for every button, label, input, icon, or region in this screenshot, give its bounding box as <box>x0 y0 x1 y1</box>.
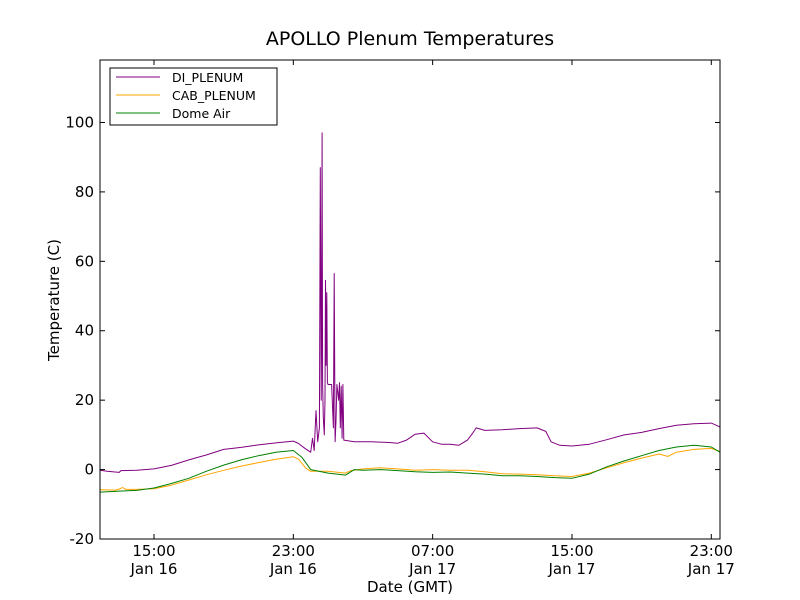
series-line-2 <box>99 444 721 493</box>
y-tick-label: 0 <box>84 461 94 479</box>
x-axis-title: Date (GMT) <box>367 578 453 596</box>
y-tick-label: 80 <box>75 183 94 201</box>
legend-label-2: Dome Air <box>172 106 231 121</box>
legend-label-1: CAB_PLENUM <box>172 88 256 103</box>
legend-label-0: DI_PLENUM <box>172 70 243 85</box>
y-tick-label: 60 <box>75 252 94 270</box>
series-line-0 <box>99 132 721 473</box>
y-axis-title: Temperature (C) <box>45 239 63 362</box>
y-tick-label: -20 <box>70 530 95 548</box>
x-tick-time: 23:00 <box>690 542 733 560</box>
x-tick-time: 07:00 <box>411 542 454 560</box>
legend: DI_PLENUM CAB_PLENUM Dome Air <box>109 67 278 126</box>
x-tick-date: Jan 17 <box>547 560 595 578</box>
plot-frame <box>99 59 721 540</box>
x-tick-date: Jan 16 <box>129 560 177 578</box>
series-line-1 <box>99 447 721 491</box>
y-tick-label: 100 <box>65 113 94 131</box>
y-axis: -20 0 20 40 60 80 100 <box>65 113 720 548</box>
x-tick-time: 15:00 <box>132 542 175 560</box>
x-tick-date: Jan 16 <box>269 560 317 578</box>
y-tick-label: 20 <box>75 391 94 409</box>
y-tick-label: 40 <box>75 322 94 340</box>
x-tick-date: Jan 17 <box>687 560 735 578</box>
x-tick-time: 15:00 <box>550 542 593 560</box>
x-tick-time: 23:00 <box>272 542 315 560</box>
x-tick-date: Jan 17 <box>408 560 456 578</box>
series-layer <box>99 132 721 493</box>
chart-title: APOLLO Plenum Temperatures <box>266 28 554 50</box>
